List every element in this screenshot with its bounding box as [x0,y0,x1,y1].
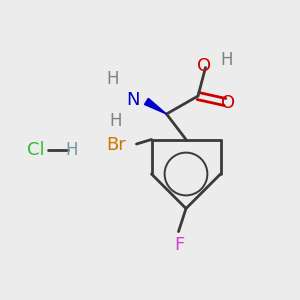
Text: O: O [197,57,211,75]
Text: Br: Br [106,136,126,154]
Text: H: H [109,112,122,130]
Polygon shape [145,98,166,114]
Text: O: O [221,94,235,112]
Text: F: F [174,236,184,253]
Text: H: H [65,141,78,159]
Text: H: H [106,70,119,88]
Text: H: H [220,51,233,69]
Text: N: N [127,91,140,109]
Text: Cl: Cl [27,141,44,159]
